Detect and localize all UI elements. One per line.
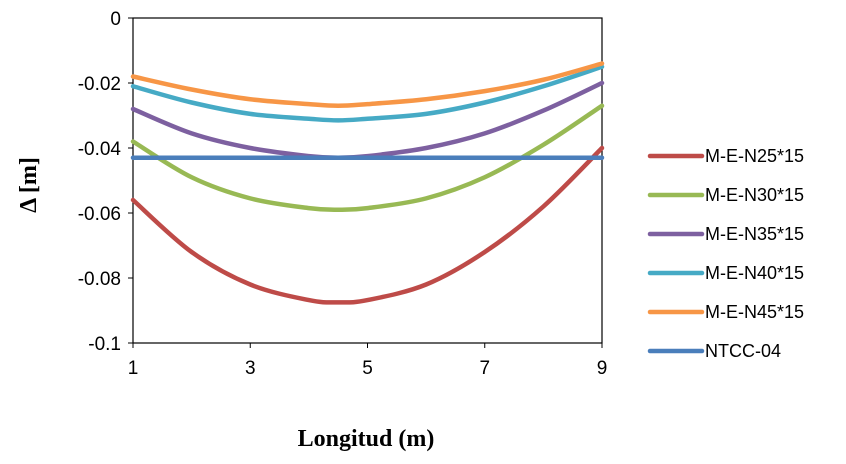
x-tick-label: 7 xyxy=(479,358,490,379)
y-tick-label: 0 xyxy=(110,9,121,30)
series-line-m-e-n40-15 xyxy=(130,64,605,123)
plot-area-frame xyxy=(132,17,603,344)
y-tick-label: -0.02 xyxy=(78,74,121,95)
x-tick-label: 3 xyxy=(245,358,256,379)
x-tick-label: 5 xyxy=(362,358,373,379)
x-tick-label: 9 xyxy=(597,358,608,379)
y-tick-label: -0.04 xyxy=(78,139,122,160)
legend-label: M-E-N45*15 xyxy=(705,302,804,322)
legend-label: M-E-N25*15 xyxy=(705,146,804,166)
x-tick-label: 1 xyxy=(128,358,139,379)
series-line-m-e-n45-15 xyxy=(130,61,605,108)
legend-label: M-E-N35*15 xyxy=(705,224,804,244)
legend-label: M-E-N30*15 xyxy=(705,185,804,205)
y-tick-label: -0.1 xyxy=(88,334,121,355)
legend-label: M-E-N40*15 xyxy=(705,263,804,283)
y-axis-title: Δ [m] xyxy=(16,157,42,213)
series-line-m-e-n25-15 xyxy=(130,145,605,305)
y-tick-label: -0.08 xyxy=(78,269,121,290)
y-tick-label: -0.06 xyxy=(78,204,121,225)
x-axis-title: Longitud (m) xyxy=(298,426,435,452)
legend-label: NTCC-04 xyxy=(705,341,781,361)
